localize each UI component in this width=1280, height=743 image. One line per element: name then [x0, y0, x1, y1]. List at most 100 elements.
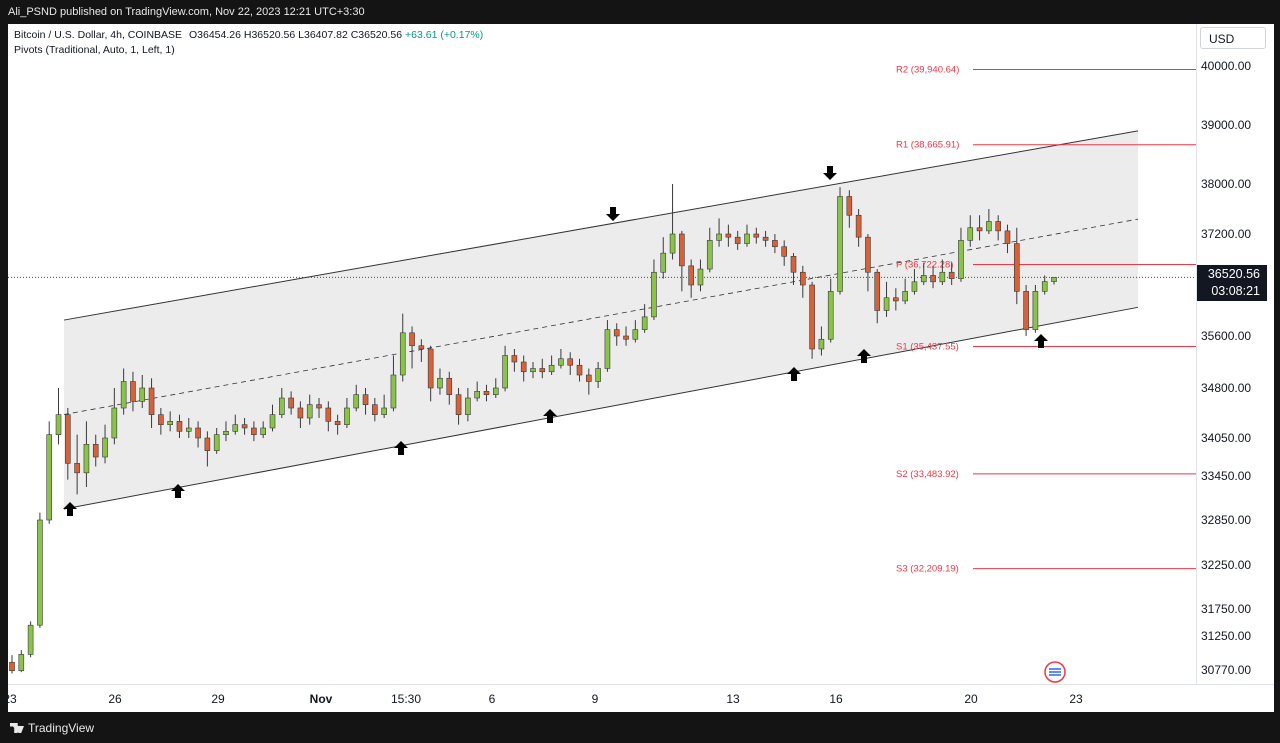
candle-body: [595, 368, 601, 382]
candle-body: [539, 368, 546, 373]
price-tick-label: 38000.00: [1201, 177, 1252, 191]
price-tick-label: 34050.00: [1201, 431, 1252, 445]
time-tick-label: 29: [211, 692, 225, 706]
candle-body: [706, 240, 713, 270]
candle-body: [111, 407, 118, 439]
candle-body: [911, 281, 918, 292]
down-arrow-icon: [823, 166, 837, 180]
candle-body: [679, 233, 685, 267]
candle-body: [948, 271, 955, 279]
price-tick-label: 33450.00: [1201, 469, 1252, 483]
candle-body: [920, 275, 927, 283]
channel-upper-line: [63, 130, 1139, 321]
candle-body: [846, 196, 853, 216]
publisher-line: Ali_PSND published on TradingView.com, N…: [8, 6, 365, 18]
candle-body: [762, 236, 769, 241]
candle-body: [902, 291, 908, 302]
candle-body: [688, 265, 694, 286]
candle-body: [148, 387, 155, 415]
chart-legend: Bitcoin / U.S. Dollar, 4h, COINBASE O364…: [14, 28, 483, 58]
channel-fill: [64, 130, 1138, 509]
candle-body: [176, 421, 183, 432]
price-tick-label: 34800.00: [1201, 381, 1252, 395]
down-arrow-icon: [606, 207, 620, 221]
candle-body: [781, 246, 787, 257]
candle-body: [223, 431, 229, 435]
candle-body: [483, 391, 490, 395]
candle-body: [753, 233, 760, 238]
channel-lower-line: [63, 306, 1139, 510]
candle-body: [809, 284, 815, 350]
candle-body: [492, 387, 499, 395]
price-tick-label: 37200.00: [1201, 227, 1252, 241]
currency-button[interactable]: USD: [1200, 27, 1266, 49]
candle-body: [446, 377, 453, 395]
candle-body: [390, 374, 397, 409]
candle-body: [893, 297, 899, 302]
legend-change: +63.61 (+0.17%): [405, 29, 484, 41]
time-tick-label: 20: [964, 692, 978, 706]
candle-body: [632, 329, 639, 340]
publisher-bar: Ali_PSND published on TradingView.com, N…: [0, 0, 1280, 24]
up-arrow-icon: [857, 349, 871, 363]
candle-body: [837, 196, 843, 292]
tradingview-logo[interactable]: TradingView: [10, 721, 94, 735]
candle-body: [976, 227, 983, 232]
candle-body: [502, 355, 508, 389]
candle-body: [986, 221, 992, 232]
candle-body: [213, 434, 220, 451]
time-tick-label: 13: [726, 692, 740, 706]
candle-body: [855, 214, 862, 238]
candle-body: [744, 233, 750, 244]
candle-body: [511, 355, 518, 363]
candle-body: [800, 271, 806, 286]
up-arrow-icon: [394, 441, 408, 455]
candle-body: [279, 397, 285, 415]
candle-body: [613, 329, 620, 337]
chart-area[interactable]: R2 (39,940.64) R1 (38,665.91) P (36,722.28…: [3, 24, 1274, 712]
up-arrow-icon: [543, 409, 557, 423]
candle-body: [772, 240, 778, 248]
candle-body: [790, 256, 797, 273]
candle-body: [37, 519, 43, 626]
candle-body: [1013, 243, 1020, 292]
candle-body: [660, 252, 667, 273]
candle-body: [316, 404, 322, 409]
candle-body: [204, 437, 211, 451]
candle-body: [455, 394, 462, 415]
price-tick-label: 32850.00: [1201, 513, 1252, 527]
candle-body: [427, 348, 434, 389]
candle-body: [874, 271, 881, 311]
last-price-value: 36520.56: [1207, 267, 1260, 281]
tradingview-brand: TradingView: [28, 721, 95, 735]
price-tick-label: 30770.00: [1201, 663, 1252, 677]
time-tick-label: 9: [591, 692, 599, 706]
legend-indicator[interactable]: Pivots (Traditional, Auto, 1, Left, 1): [14, 44, 175, 56]
up-arrow-icon: [63, 502, 77, 516]
candle-body: [120, 381, 127, 409]
candle-body: [558, 358, 564, 366]
candle-body: [251, 427, 257, 435]
price-tick-label: 32250.00: [1201, 558, 1252, 572]
candle-body: [195, 427, 201, 439]
candle-body: [651, 271, 657, 318]
time-tick-label: 26: [108, 692, 122, 706]
candle-body: [55, 414, 62, 435]
candle-body: [297, 407, 304, 419]
candle-body: [158, 414, 164, 425]
candle-body: [102, 437, 108, 458]
candle-body: [167, 421, 173, 425]
candle-body: [74, 463, 80, 474]
candle-body: [641, 316, 648, 330]
candle-body: [958, 240, 964, 279]
candle-body: [883, 297, 890, 311]
candle-body: [9, 661, 15, 672]
candle-body: [1004, 230, 1011, 244]
legend-ohlc: O36454.26 H36520.56 L36407.82 C36520.56: [188, 29, 403, 41]
candle-body: [92, 444, 99, 458]
up-arrow-icon: [171, 484, 185, 498]
chart-plot[interactable]: R2 (39,940.64) R1 (38,665.91) P (36,722.28…: [8, 24, 1196, 684]
candle-body: [362, 394, 369, 405]
pivot-label: R2 (39,940.64): [896, 65, 959, 76]
time-tick-label: 15:30: [390, 692, 422, 706]
